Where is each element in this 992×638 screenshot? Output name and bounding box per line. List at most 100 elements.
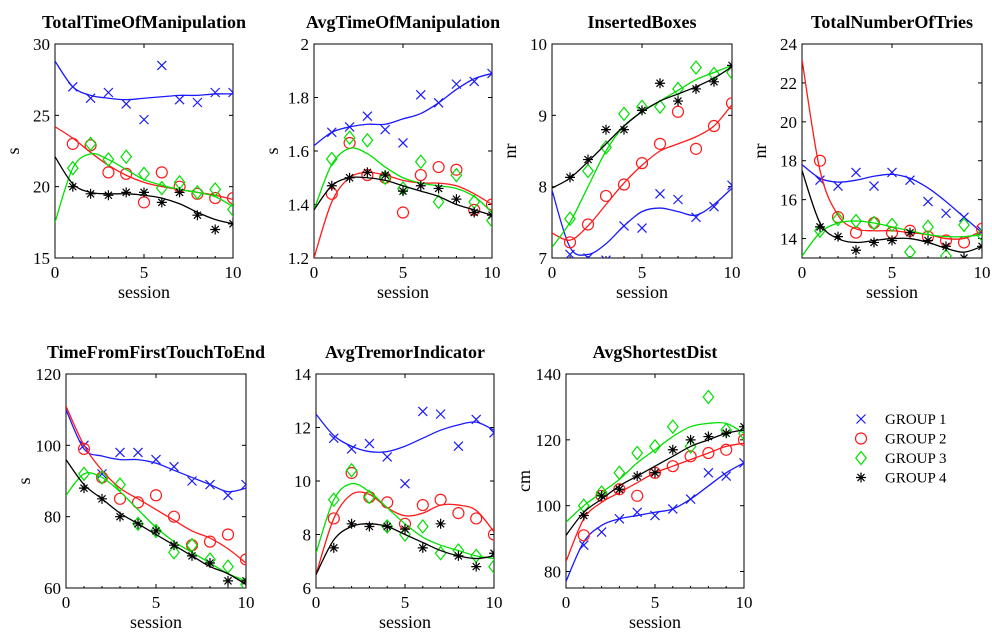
panel-timefromfirsttouchtoend-xtick-label: 0	[62, 593, 71, 612]
panel-insertedboxes-group-3-point	[618, 106, 630, 122]
panel-avgtremorindicator-group-2-point	[470, 512, 483, 525]
panel-avgshortestdist-group-4-point	[703, 431, 714, 442]
panel-totalnumberoftries-plot-area	[802, 59, 982, 258]
panel-avgtimeofmanipulation-group-3-point	[343, 130, 356, 146]
panel-totaltimeofmanipulation-ytick-label: 20	[33, 178, 50, 197]
panel-insertedboxes-group-4-point	[619, 124, 629, 135]
panel-totaltimeofmanipulation-group-4-point	[210, 224, 221, 235]
panel-avgtimeofmanipulation-group-4-point	[451, 194, 462, 205]
panel-totalnumberoftries-group-1-point	[869, 181, 879, 191]
panel-avgtremorindicator-ytick-label: 6	[303, 579, 312, 598]
panel-totaltimeofmanipulation-ytick-label: 30	[33, 35, 50, 54]
panel-avgtimeofmanipulation-group-1-point	[469, 76, 480, 87]
panel-avgtimeofmanipulation-group-3-point	[432, 194, 445, 210]
panel-avgtremorindicator-group-2-fit-line	[316, 491, 494, 575]
panel-timefromfirsttouchtoend-group-2-point	[239, 553, 246, 566]
panel-timefromfirsttouchtoend-group-3-point	[114, 477, 126, 493]
panel-totaltimeofmanipulation-group-1-point	[174, 94, 185, 105]
panel-avgtremorindicator-group-4-point	[328, 542, 339, 553]
panel-avgtremorindicator-group-3-point	[381, 519, 394, 534]
panel-insertedboxes-group-3-point	[726, 65, 732, 80]
panel-insertedboxes-ytick-label: 9	[539, 106, 548, 125]
panel-totalnumberoftries-group-4-point	[905, 227, 915, 238]
panel-timefromfirsttouchtoend-group-1-point	[223, 490, 233, 501]
panel-avgshortestdist-group-2-point	[737, 433, 744, 446]
panel-timefromfirsttouchtoend-group-4-point	[133, 518, 143, 529]
panel-timefromfirsttouchtoend: TimeFromFirstTouchToEnd 0 5 10 60 80 100 120 ses…	[14, 342, 265, 632]
panel-avgtremorindicator-group-3-point	[345, 462, 358, 478]
panel-insertedboxes-xlabel: session	[616, 282, 668, 302]
panel-timefromfirsttouchtoend-group-2-point	[149, 489, 163, 502]
panel-avgshortestdist-group-4-point	[685, 434, 696, 445]
panel-totaltimeofmanipulation-ytick-label: 25	[33, 106, 50, 125]
panel-insertedboxes-group-4-point	[565, 172, 575, 183]
panel-totalnumberoftries-group-4-point	[815, 221, 825, 232]
panel-avgtremorindicator-group-4-point	[346, 518, 357, 529]
panel-timefromfirsttouchtoend-group-3-point	[168, 544, 180, 560]
panel-avgtremorindicator-xtick-label: 10	[486, 593, 503, 612]
panel-avgshortestdist-group-1-point	[703, 467, 714, 478]
panel-insertedboxes-xtick-label: 0	[548, 263, 557, 282]
panel-timefromfirsttouchtoend-ylabel: s	[14, 477, 34, 484]
panel-avgtimeofmanipulation: AvgTimeOfManipulation 0 5 10 1.2 1.4 1.6 1.8 2 se…	[262, 12, 501, 302]
panel-totaltimeofmanipulation-group-1-point	[121, 98, 132, 109]
panel-insertedboxes-group-4-point	[727, 60, 732, 71]
panel-avgshortestdist-axes-box	[565, 373, 745, 589]
panel-timefromfirsttouchtoend-group-4-point	[79, 483, 89, 494]
panel-avgtremorindicator-group-1-point	[453, 441, 464, 452]
panel-totaltimeofmanipulation-group-2-point	[226, 191, 233, 205]
panel-totalnumberoftries-axes-box	[801, 43, 983, 259]
panel-totalnumberoftries-group-4-point	[887, 235, 897, 246]
panel-timefromfirsttouchtoend-group-4-point	[223, 575, 233, 586]
panel-avgshortestdist-group-3-fit-line	[566, 421, 744, 523]
panel-insertedboxes-group-1-point	[727, 180, 732, 191]
panel-timefromfirsttouchtoend-group-1-point	[97, 468, 107, 479]
panel-avgtremorindicator-group-4-point	[382, 521, 393, 532]
panel-insertedboxes: InsertedBoxes 0 5 10 7 8 9 10 session nr	[500, 12, 741, 302]
panel-totaltimeofmanipulation-group-1-point	[210, 87, 221, 98]
panel-avgtimeofmanipulation-group-1-point	[398, 138, 408, 148]
panel-timefromfirsttouchtoend-axes-box	[65, 373, 247, 589]
panel-avgshortestdist-group-4-point	[721, 428, 732, 439]
panel-timefromfirsttouchtoend-group-4-point	[151, 525, 161, 536]
panel-avgtimeofmanipulation-group-3-point	[450, 167, 463, 183]
panel-avgshortestdist-group-3-point	[702, 389, 715, 405]
panel-avgshortestdist-group-2-point	[666, 460, 679, 473]
panel-insertedboxes-ytick-label: 7	[539, 249, 548, 268]
panel-avgtremorindicator: AvgTremorIndicator 0 5 10 6 8 10 12 14 session	[294, 342, 503, 632]
panel-insertedboxes-group-1-point	[655, 188, 665, 199]
panel-timefromfirsttouchtoend-group-3-point	[96, 469, 108, 485]
panel-timefromfirsttouchtoend-ytick-label: 100	[36, 436, 62, 455]
panel-totaltimeofmanipulation-group-4-point	[139, 187, 149, 198]
panel-totalnumberoftries-group-1-point	[959, 212, 969, 223]
panel-totalnumberoftries-group-1-point	[833, 181, 843, 191]
panel-timefromfirsttouchtoend-group-4-point	[241, 575, 246, 586]
panel-totaltimeofmanipulation-xtick-label: 5	[140, 263, 149, 282]
panel-timefromfirsttouchtoend-ytick-label: 80	[44, 508, 61, 527]
panel-avgshortestdist-group-4-point	[632, 471, 643, 482]
panel-totaltimeofmanipulation-ytick-label: 15	[33, 249, 50, 268]
panel-avgtimeofmanipulation-group-1-fit-line	[314, 72, 492, 147]
panel-insertedboxes-group-4-point	[601, 124, 611, 135]
panel-avgshortestdist-group-4-point	[739, 421, 744, 432]
panel-timefromfirsttouchtoend-ytick-label: 120	[36, 365, 62, 384]
panel-timefromfirsttouchtoend-group-1-point	[169, 461, 179, 472]
panel-totaltimeofmanipulation-ylabel: s	[3, 147, 23, 154]
panel-timefromfirsttouchtoend-xlabel: session	[130, 612, 182, 632]
panel-totaltimeofmanipulation-group-3-point	[66, 160, 79, 176]
panel-avgshortestdist-group-1-point	[739, 457, 744, 468]
legend-label-group-2: GROUP 2	[885, 432, 947, 448]
panel-avgtimeofmanipulation-group-1-point	[326, 127, 337, 138]
panel-avgtremorindicator-group-4-point	[471, 561, 482, 572]
panel-timefromfirsttouchtoend-group-2-point	[131, 496, 145, 509]
panel-totalnumberoftries-group-3-point	[868, 215, 880, 231]
panel-totaltimeofmanipulation-group-4-point	[192, 210, 203, 221]
panel-avgtremorindicator-group-4-point	[489, 548, 494, 559]
panel-totaltimeofmanipulation-group-3-point	[102, 152, 115, 168]
panel-totalnumberoftries-ylabel: nr	[750, 144, 770, 159]
panel-avgtimeofmanipulation-group-3-point	[325, 151, 338, 167]
panel-timefromfirsttouchtoend-group-1-point	[133, 447, 143, 458]
panel-avgshortestdist-group-2-point	[631, 489, 644, 502]
